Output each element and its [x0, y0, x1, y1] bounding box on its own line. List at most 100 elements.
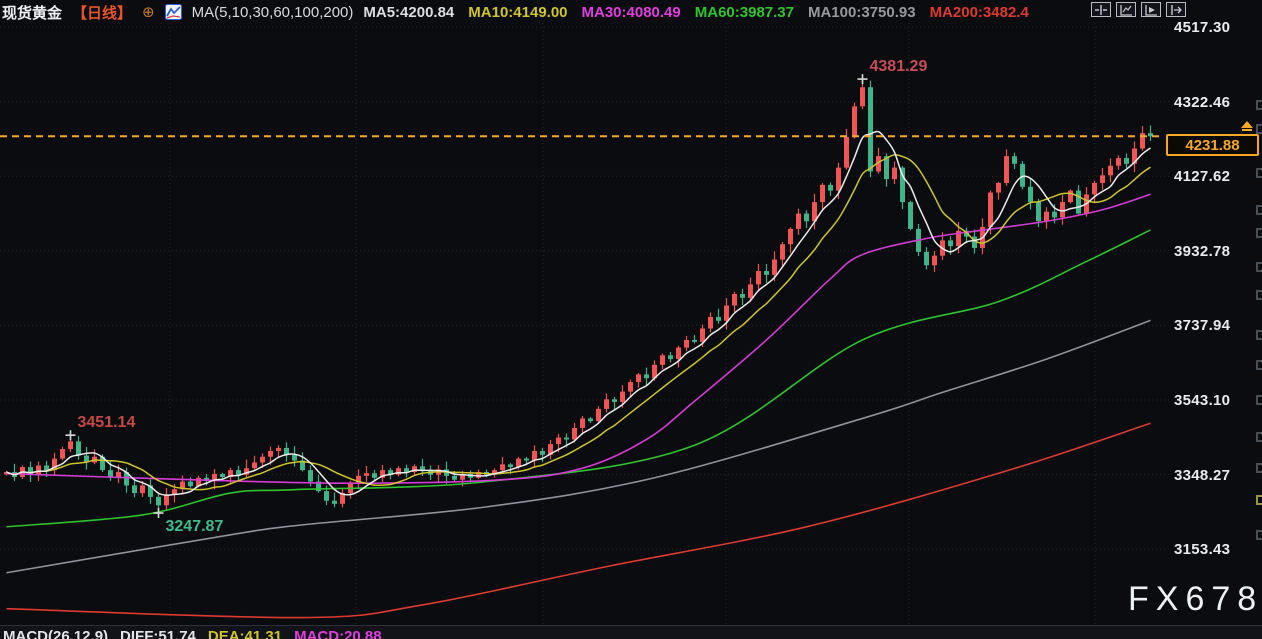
candle-body [620, 391, 625, 402]
candle-body [108, 470, 113, 478]
candle-body [596, 408, 601, 422]
candle-body [124, 472, 129, 486]
candle-body [852, 106, 857, 138]
crosshair-icon[interactable] [1091, 2, 1111, 17]
candle-body [932, 255, 937, 266]
axis-scale-icon[interactable] [1116, 2, 1136, 17]
macd-segment: MACD:20.88 [294, 628, 382, 639]
candle-body [732, 293, 737, 306]
candle-body [948, 240, 953, 247]
candle-body [236, 470, 241, 475]
candle-body [404, 468, 409, 473]
candle-body [1132, 148, 1137, 164]
candle-body [812, 202, 817, 222]
candle-body [420, 466, 425, 471]
clipped-edge-glyph [1256, 495, 1262, 505]
extreme-price-label: 3247.87 [166, 518, 224, 535]
extreme-price-label: 3451.14 [78, 414, 136, 431]
clipped-edge-glyph [1256, 124, 1262, 134]
y-axis-label: 4127.62 [1174, 168, 1231, 186]
candle-body [148, 485, 153, 497]
macd-indicator-pane[interactable]: MACD(26,12,9) DIFF:51.74 DEA:41.31 MACD:20.… [0, 625, 1262, 639]
macd-segment: DEA:41.31 [207, 628, 283, 639]
ma-line-ma60 [6, 229, 1151, 528]
clipped-edge-glyph [1256, 360, 1262, 370]
candle-body [476, 472, 481, 478]
candle-body [324, 491, 329, 501]
playback-icon[interactable] [1141, 2, 1161, 17]
candle-body [836, 167, 841, 191]
candle-body [1052, 211, 1057, 218]
candle-body [388, 470, 393, 475]
candle-body [676, 347, 681, 360]
candle-body [1100, 175, 1105, 183]
clipped-edge-glyph [1256, 205, 1262, 215]
candle-body [1020, 163, 1025, 187]
candle-body [60, 449, 65, 459]
add-indicator-icon[interactable]: ⊕ [142, 3, 155, 21]
price-chart-canvas[interactable]: 3451.14 3247.87 4381.29 [0, 0, 1262, 626]
last-price-badge: 4231.88 [1166, 134, 1259, 157]
candle-body [804, 213, 809, 222]
candle-body [100, 456, 105, 471]
timeframe-label[interactable]: 【日线】 [72, 4, 133, 22]
candle-body [300, 460, 305, 471]
candle-body [188, 481, 193, 487]
ma-settings-label[interactable]: MA(5,10,30,60,100,200) [191, 3, 354, 21]
watermark-logo: FX678 [1128, 580, 1262, 618]
y-axis-label: 4517.30 [1174, 19, 1231, 36]
candle-body [220, 473, 225, 478]
ma-value-ma100: MA100:3750.93 [807, 3, 916, 21]
candle-body [700, 328, 705, 342]
candle-body [964, 230, 969, 237]
candle-body [396, 468, 401, 475]
candle-body [740, 293, 745, 298]
candle-body [84, 455, 89, 463]
candle-body [1124, 158, 1129, 164]
candle-body [572, 428, 577, 440]
candle-body [412, 466, 417, 473]
ma-line-ma200 [6, 422, 1151, 619]
candle-body [884, 156, 889, 180]
candle-body [708, 316, 713, 329]
candle-body [564, 437, 569, 440]
candle-body [1036, 202, 1041, 222]
clipped-edge-glyph [1256, 262, 1262, 272]
candle-body [516, 458, 521, 468]
candle-body [292, 454, 297, 461]
candle-body [908, 202, 913, 229]
macd-values-row: MACD(26,12,9) DIFF:51.74 DEA:41.31 MACD:20.… [3, 628, 382, 639]
pane-export-icon[interactable] [1166, 2, 1186, 17]
candle-body [644, 374, 649, 379]
chart-style-icon[interactable] [164, 4, 182, 20]
candle-body [268, 450, 273, 457]
candle-body [76, 441, 81, 456]
scroll-to-latest-icon[interactable] [1240, 121, 1253, 133]
candle-body [180, 481, 185, 490]
candle-body [716, 316, 721, 321]
ma-values-group: MA5:4200.84 MA10:4149.00 MA30:4080.49 MA60:… [363, 4, 1028, 21]
ma-value-ma200: MA200:3482.4 [929, 3, 1029, 21]
y-axis-label: 3932.78 [1174, 242, 1231, 260]
candle-body [452, 475, 457, 480]
candle-body [1116, 158, 1121, 166]
clipped-edge-glyph [1256, 228, 1262, 238]
candle-body [244, 468, 249, 475]
candle-body [196, 477, 201, 487]
candle-body [636, 374, 641, 383]
candle-body [860, 87, 865, 107]
candle-body [1092, 182, 1097, 195]
candle-body [924, 251, 929, 266]
candle-body [956, 230, 961, 247]
candle-body [316, 481, 321, 492]
candle-body [660, 355, 665, 365]
extreme-cross-icon [857, 74, 868, 85]
candle-body [252, 462, 257, 469]
candle-body [1028, 186, 1033, 203]
candle-body [652, 364, 657, 379]
candle-body [844, 137, 849, 168]
candle-body [1108, 165, 1113, 176]
candle-body [1076, 190, 1081, 214]
ma-line-ma100 [6, 319, 1151, 574]
candle-body [548, 444, 553, 455]
